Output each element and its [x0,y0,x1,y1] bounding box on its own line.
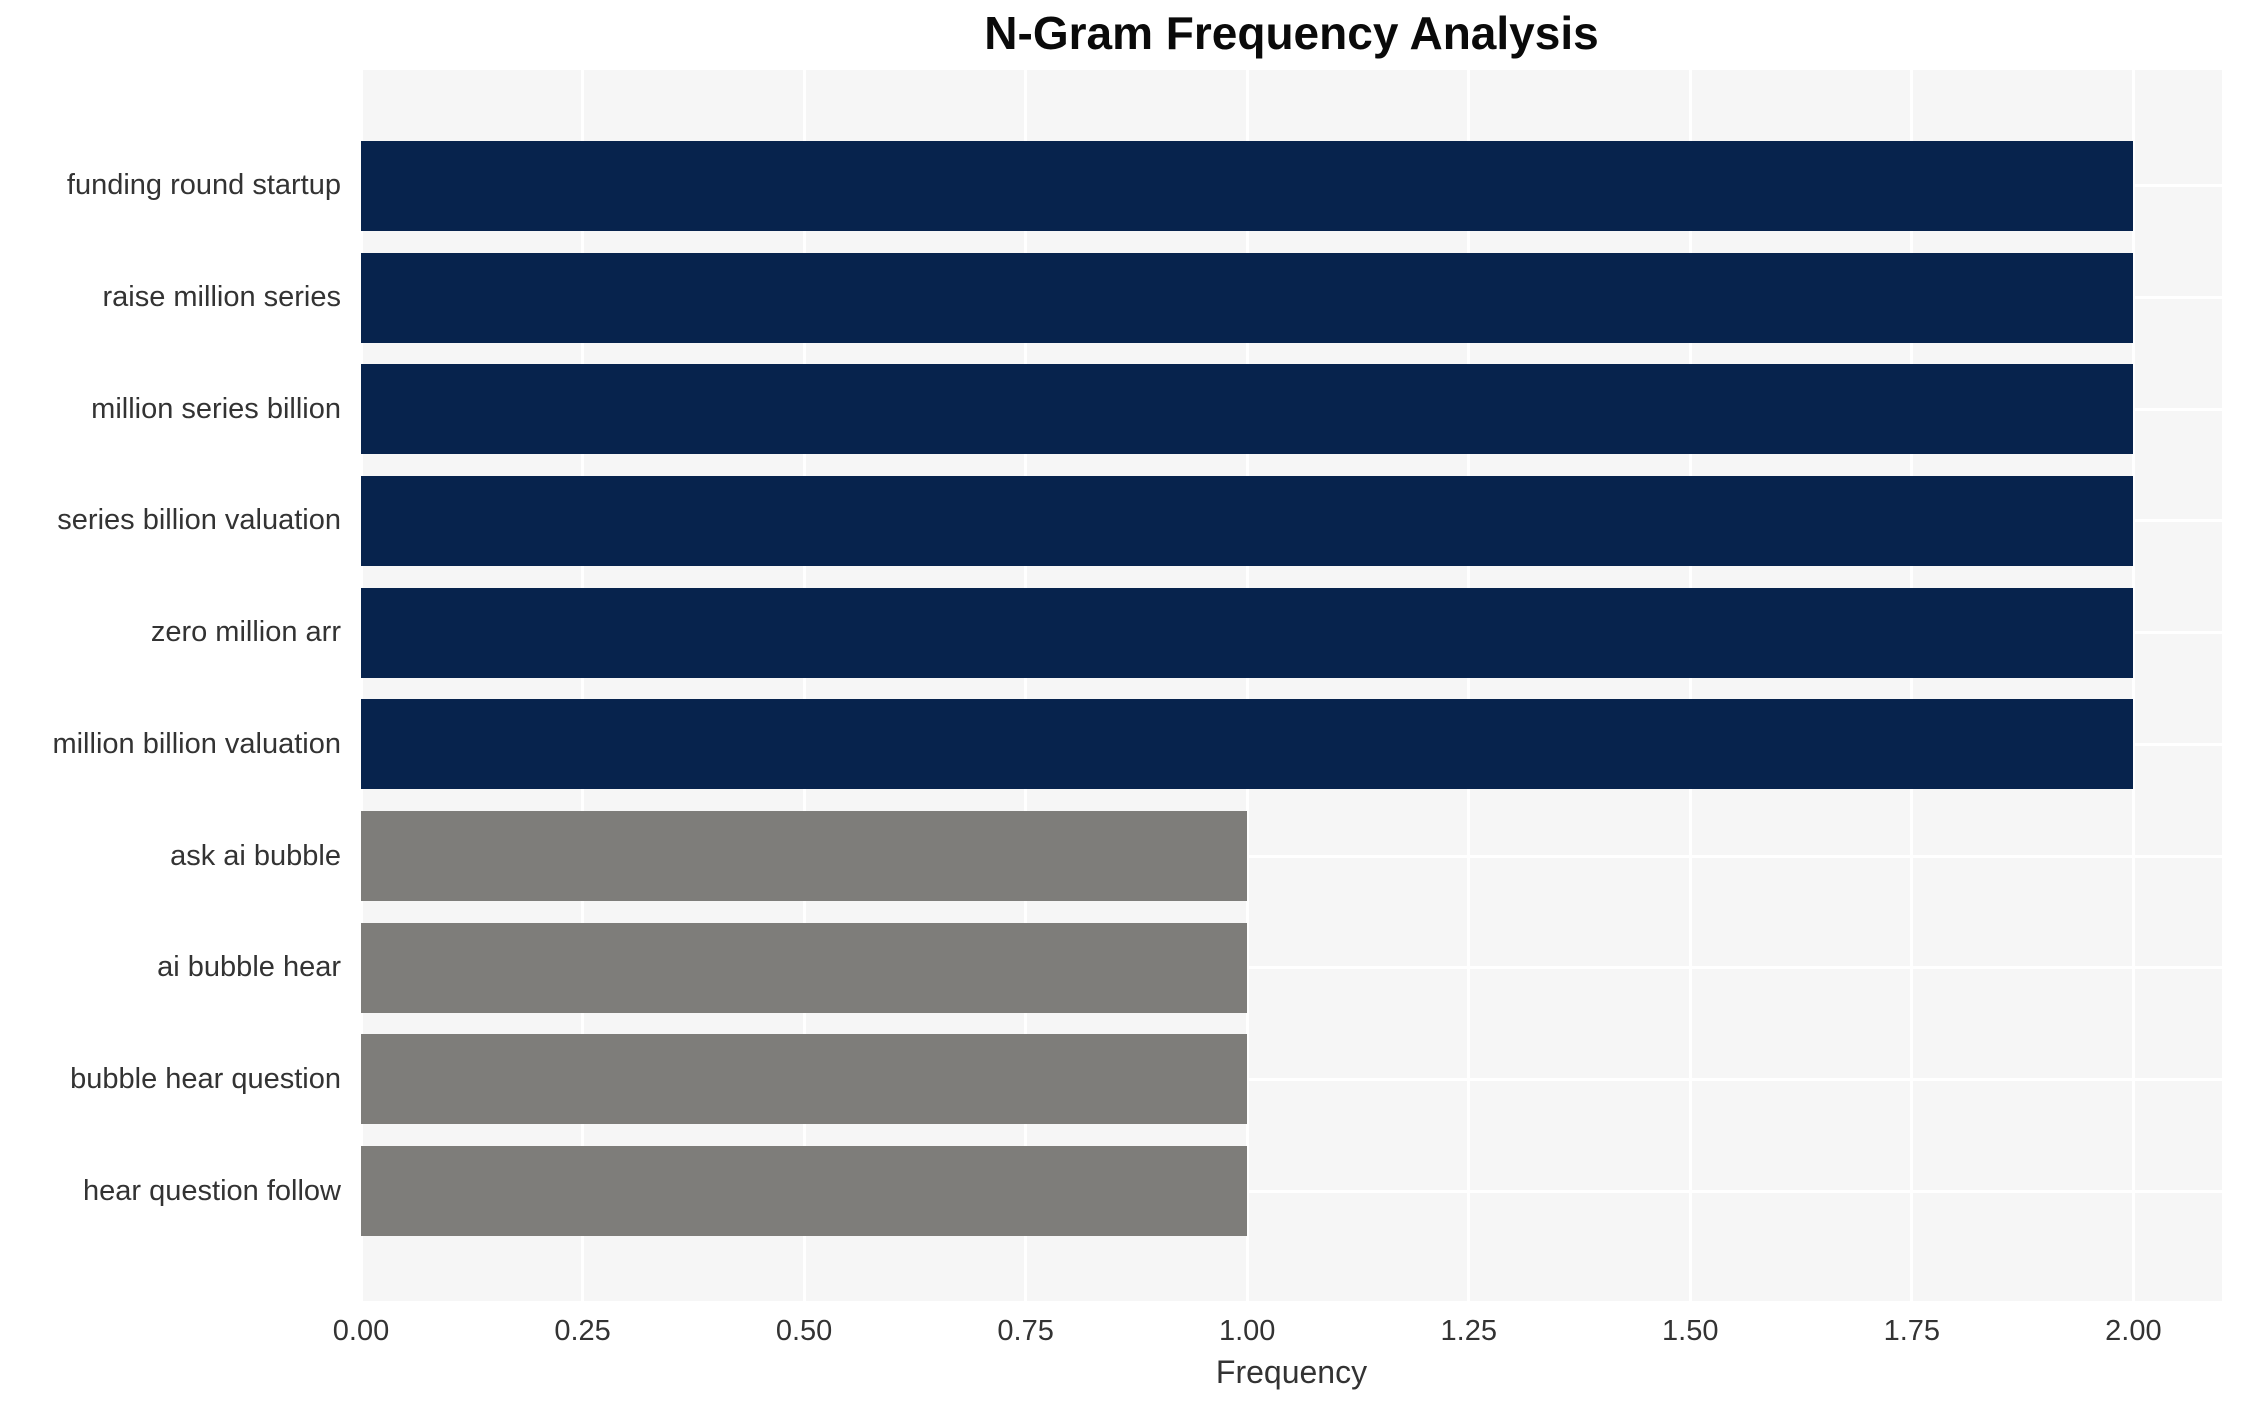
x-tick-label: 1.75 [1883,1315,1941,1347]
bar [361,922,1248,1013]
y-tick-label: ai bubble hear [157,951,341,984]
x-axis-ticks: 0.00 0.25 0.50 0.75 1.00 1.25 1.50 1.75 2.00 [333,1315,2222,1351]
x-tick-label: 0.75 [997,1315,1054,1347]
y-tick-label: series billion valuation [57,504,341,537]
y-tick-label: million series billion [91,392,341,425]
x-tick-label: 1.00 [1218,1315,1276,1347]
bar [361,475,2134,566]
y-tick-label: hear question follow [83,1174,341,1207]
v-gridline [581,70,585,1301]
bar [361,587,2134,678]
v-gridline [1024,70,1028,1301]
h-gridline [361,854,2222,858]
bar [361,1146,1248,1237]
y-tick-label: ask ai bubble [170,839,341,872]
plot-area [359,70,2222,1301]
v-gridline [802,70,806,1301]
bar [361,811,1248,902]
bar [361,252,2134,343]
v-gridline [2131,70,2135,1301]
v-gridline [1910,70,1914,1301]
v-gridline [1688,70,1692,1301]
h-gridline [361,1189,2222,1193]
x-tick-label: 0.50 [775,1315,833,1347]
x-tick-label: 0.25 [554,1315,611,1347]
v-gridline [1467,70,1471,1301]
v-gridline [1245,70,1249,1301]
bar [361,364,2134,455]
bar [361,1034,1248,1125]
h-gridline [361,966,2222,970]
x-tick-label: 0.00 [332,1315,390,1347]
y-tick-label: million billion valuation [52,727,341,760]
y-tick-label: raise million series [102,281,341,314]
y-axis-labels: funding round startup raise million serie… [0,70,341,1301]
y-tick-label: zero million arr [150,616,341,649]
bar [361,140,2134,231]
y-tick-label: funding round startup [66,169,341,202]
chart-title: N-Gram Frequency Analysis [984,7,1599,59]
x-tick-label: 2.00 [2105,1315,2162,1347]
h-gridline [361,1077,2222,1081]
x-tick-label: 1.50 [1662,1315,1719,1347]
y-tick-label: bubble hear question [70,1062,341,1095]
x-axis-title: Frequency [1215,1354,1368,1390]
v-gridline [359,70,363,1301]
bar [361,699,2134,790]
x-tick-label: 1.25 [1440,1315,1497,1347]
